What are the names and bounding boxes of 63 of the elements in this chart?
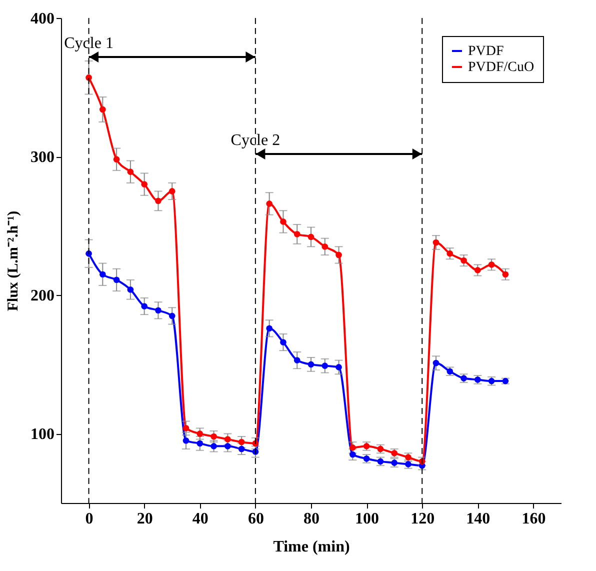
point bbox=[474, 267, 481, 274]
y-tick-label: 100 bbox=[30, 426, 54, 444]
x-tick-label: 40 bbox=[192, 510, 208, 528]
point bbox=[432, 360, 440, 366]
point bbox=[86, 74, 92, 81]
point bbox=[168, 188, 176, 194]
x-tick-label: 80 bbox=[304, 510, 320, 528]
point bbox=[127, 286, 134, 293]
point bbox=[168, 312, 176, 320]
y-tick-label: 300 bbox=[30, 149, 54, 166]
legend-label: PVDF/CuO bbox=[468, 60, 534, 75]
x-tick-label: 100 bbox=[355, 510, 380, 528]
point bbox=[308, 234, 314, 240]
point bbox=[294, 231, 300, 238]
point bbox=[322, 362, 328, 369]
point bbox=[336, 364, 342, 370]
point bbox=[141, 303, 148, 310]
point bbox=[210, 433, 217, 440]
point bbox=[266, 325, 272, 332]
point bbox=[350, 451, 356, 458]
point bbox=[210, 443, 217, 450]
annotation: Cycle 2 bbox=[230, 132, 280, 149]
point bbox=[182, 437, 190, 444]
point bbox=[308, 361, 314, 368]
point bbox=[432, 239, 440, 246]
point bbox=[294, 357, 300, 364]
point bbox=[100, 271, 106, 278]
point bbox=[322, 243, 328, 250]
point bbox=[350, 444, 356, 451]
x-tick-label: 160 bbox=[522, 510, 546, 528]
point bbox=[113, 276, 120, 284]
point bbox=[224, 436, 231, 442]
point bbox=[460, 257, 467, 264]
point bbox=[196, 430, 204, 437]
point bbox=[238, 438, 245, 446]
y-tick-label: 200 bbox=[30, 288, 54, 305]
x-tick-label: 0 bbox=[85, 510, 94, 528]
annotation: Cycle 1 bbox=[64, 35, 114, 52]
point bbox=[502, 271, 509, 278]
y-axis-title: Flux (L.m⁻².h⁻¹) bbox=[6, 210, 22, 312]
point bbox=[266, 200, 272, 207]
x-tick-label: 140 bbox=[466, 510, 490, 528]
x-tick-label: 20 bbox=[136, 510, 153, 528]
point bbox=[196, 440, 204, 447]
point bbox=[224, 443, 231, 450]
point bbox=[238, 446, 245, 452]
x-tick-label: 60 bbox=[248, 510, 264, 528]
x-axis-title: Time (min) bbox=[273, 538, 350, 556]
point bbox=[113, 156, 120, 162]
point bbox=[280, 218, 286, 225]
legend-label: PVDF bbox=[468, 44, 504, 59]
point bbox=[446, 250, 454, 257]
point bbox=[155, 307, 162, 314]
point bbox=[336, 252, 342, 258]
point bbox=[127, 168, 134, 175]
point bbox=[280, 339, 286, 346]
point bbox=[141, 181, 148, 188]
point bbox=[182, 425, 190, 432]
x-tick-label: 120 bbox=[410, 510, 435, 528]
point bbox=[488, 262, 495, 268]
point bbox=[155, 198, 162, 204]
point bbox=[100, 106, 106, 113]
y-tick-label: 400 bbox=[30, 10, 54, 28]
